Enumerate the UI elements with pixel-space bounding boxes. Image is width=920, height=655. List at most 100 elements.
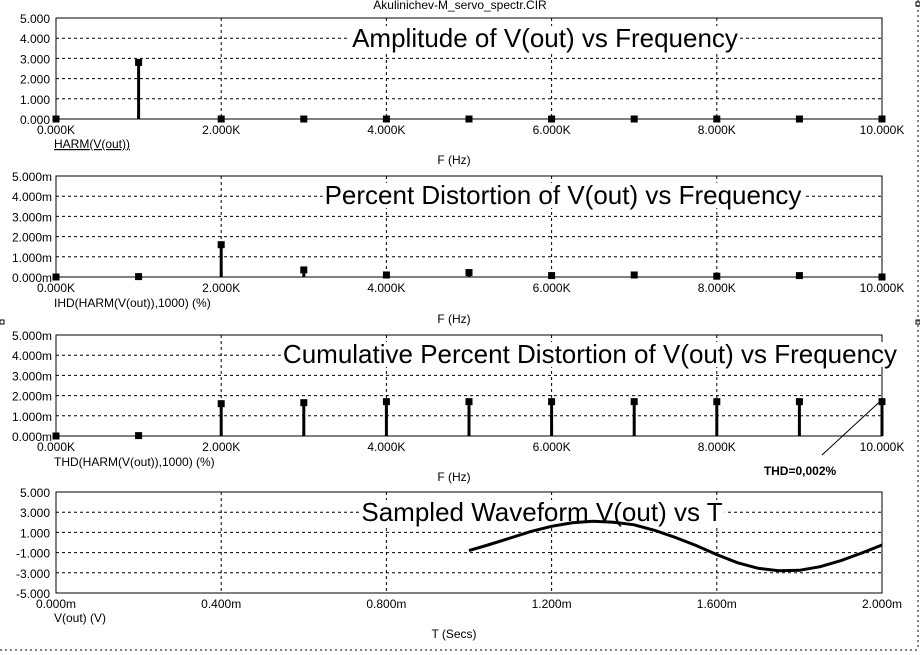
trace-label: HARM(V(out)) [54,137,130,151]
y-tick-label: -5.000 [16,587,50,601]
harmonic-marker [630,115,638,123]
x-tick-label: 8.000K [698,440,736,454]
harmonic-marker [795,272,803,280]
y-tick-label: 3.000 [20,506,50,520]
x-tick-label: 4.000K [367,281,405,295]
harmonic-marker [382,115,390,123]
y-tick-label: 2.000m [12,231,52,245]
window-title: Akulinichev-M_servo_spectr.CIR [373,0,547,12]
y-tick-label: 4.000m [12,349,52,363]
y-tick-label: 0.000m [12,271,52,285]
chart-title-background [359,500,725,525]
harmonic-marker [217,115,225,123]
x-tick-label: 8.000K [698,281,736,295]
y-tick-label: 1.000 [20,93,50,107]
y-tick-label: 5.000 [20,486,50,500]
x-tick-label: 8.000K [698,123,736,137]
y-tick-label: 3.000 [20,52,50,66]
harmonic-marker [465,398,473,406]
x-tick-label: 2.000K [202,123,240,137]
y-tick-label: 5.000m [12,170,52,184]
harmonic-marker [795,398,803,406]
harmonic-marker [713,272,721,280]
x-tick-label: 2.000K [202,440,240,454]
harmonic-marker [52,115,60,123]
harmonic-marker [217,400,225,408]
harmonic-marker [878,398,886,406]
x-tick-label: 0.000K [37,281,75,295]
harmonic-marker [300,115,308,123]
chart-panel-4 [55,491,883,594]
annotation-label: THD=0,002% [764,464,837,478]
chart-panel-1 [52,17,886,123]
harmonic-marker [548,398,556,406]
harmonic-marker [713,115,721,123]
x-axis-label: F (Hz) [437,312,470,326]
harmonic-marker [52,273,60,281]
chart-title-background [350,26,740,51]
trace-label: THD(HARM(V(out)),1000) (%) [54,455,215,469]
chart-title: Percent Distortion of V(out) vs Frequenc… [325,180,802,210]
x-tick-label: 0.400m [201,597,241,611]
chart-panel-3 [52,334,900,456]
waveform-line [468,519,883,573]
x-tick-label: 2.000m [862,597,902,611]
plot-frame [55,491,883,594]
x-tick-label: 0.000m [36,597,76,611]
chart-title: Sampled Waveform V(out) vs T [361,497,722,527]
x-tick-label: 6.000K [533,281,571,295]
harmonic-marker [382,271,390,279]
x-tick-label: 10.000K [860,440,905,454]
x-axis-label: F (Hz) [437,153,470,167]
y-tick-label: 5.000 [20,12,50,26]
x-tick-label: 0.000K [37,123,75,137]
y-tick-label: 3.000m [12,210,52,224]
harmonic-marker [465,115,473,123]
chart-title: Cumulative Percent Distortion of V(out) … [283,339,897,369]
x-tick-label: 10.000K [860,281,905,295]
chart-title-background [280,342,900,367]
x-tick-label: 1.200m [532,597,572,611]
harmonic-marker [135,273,143,281]
y-tick-label: 2.000 [20,73,50,87]
trace-label: IHD(HARM(V(out)),1000) (%) [54,296,211,310]
x-tick-label: 0.000K [37,440,75,454]
x-tick-label: 6.000K [533,440,571,454]
x-tick-label: 4.000K [367,440,405,454]
harmonic-marker [878,273,886,281]
harmonic-marker [548,272,556,280]
window-handle [0,319,5,325]
annotation-arrow [821,399,883,456]
y-tick-label: 4.000 [20,32,50,46]
trace-label: V(out) (V) [54,611,106,625]
harmonic-marker [300,399,308,407]
harmonic-marker [382,398,390,406]
y-tick-label: 5.000m [12,329,52,343]
harmonic-marker [878,115,886,123]
y-tick-label: 0.000m [12,430,52,444]
harmonic-marker [300,266,308,274]
x-tick-label: 10.000K [860,123,905,137]
harmonic-marker [713,398,721,406]
harmonic-marker [217,241,225,249]
y-tick-label: 0.000 [20,113,50,127]
y-tick-label: -1.000 [16,547,50,561]
harmonic-marker [52,432,60,440]
y-tick-label: 1.000m [12,410,52,424]
x-tick-label: 6.000K [533,123,571,137]
x-tick-label: 2.000K [202,281,240,295]
harmonic-marker [465,269,473,277]
harmonic-marker [795,115,803,123]
harmonic-marker [548,115,556,123]
y-tick-label: 1.000 [20,526,50,540]
chart-title-background [322,183,804,208]
y-tick-label: 4.000m [12,190,52,204]
x-tick-label: 4.000K [367,123,405,137]
y-tick-label: 3.000m [12,369,52,383]
chart-title: Amplitude of V(out) vs Frequency [352,23,738,53]
y-tick-label: -3.000 [16,567,50,581]
x-tick-label: 0.800m [366,597,406,611]
harmonic-marker [630,271,638,279]
chart-panel-2 [52,175,886,281]
